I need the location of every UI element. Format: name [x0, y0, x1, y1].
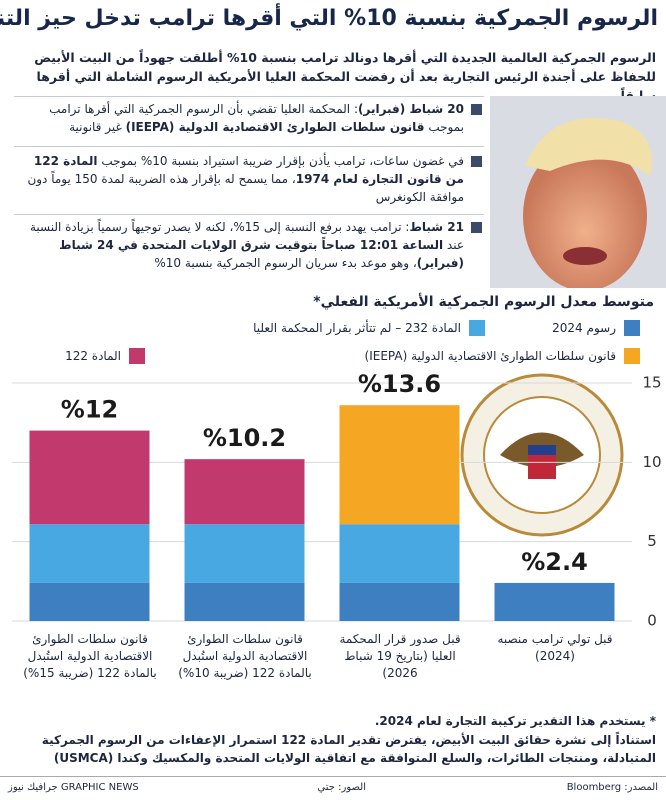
bullet: في غضون ساعات، ترامب يأذن بإقرار ضريبة ا…	[14, 152, 484, 206]
bullet-text: 20 شباط (فبراير)	[358, 102, 464, 116]
bullet-text: الساعة 12:01 صباحاً بتوقيت شرق الولايات …	[59, 238, 464, 270]
bullet-text: 21 شباط	[409, 220, 464, 234]
bar-segment	[29, 582, 150, 621]
source: المصدر: Bloomberg	[566, 782, 658, 793]
bullet: 21 شباط: ترامب يهدد برفع النسبة إلى 15%،…	[14, 218, 484, 272]
bar-segment	[494, 582, 615, 621]
x-tick-label: قانون سلطات الطوارئ الاقتصادية الدولية ا…	[178, 632, 312, 680]
subtitle: الرسوم الجمركية العالمية الجديدة التي أق…	[34, 50, 656, 103]
footer: المصدر: Bloomberg الصور: جتي GRAPHIC NEW…	[0, 776, 666, 800]
x-tick-label: قبل تولي ترامب منصبه (2024)	[497, 632, 613, 663]
bar-segment	[184, 459, 305, 525]
x-tick-label: قانون سلطات الطوارئ الاقتصادية الدولية ا…	[23, 632, 157, 680]
bar-segment	[29, 430, 150, 525]
data-label: %10.2	[203, 424, 286, 452]
bullet-text: المادة 122 من قانون التجارة لعام 1974	[33, 154, 464, 186]
bullet: 20 شباط (فبراير): المحكمة العليا تقضي بأ…	[14, 100, 484, 136]
bar-segment	[184, 582, 305, 621]
bar-segment	[339, 524, 460, 583]
legend-swatch	[624, 348, 640, 364]
footnote: * يستخدم هذا التقدير تركيبة التجارة لعام…	[374, 714, 656, 728]
data-label: %12	[61, 396, 118, 424]
y-tick-label: 5	[647, 532, 657, 550]
legend-label: المادة 122	[65, 349, 121, 363]
photo-credit: الصور: جتي	[317, 782, 366, 793]
photo	[490, 96, 666, 288]
title: الرسوم الجمركية بنسبة 10% التي أقرها ترا…	[0, 6, 658, 31]
separator	[14, 96, 484, 97]
y-tick-label: 15	[642, 374, 661, 392]
bullet-text: ، مما يسمح له بإقرار هذه الضريبة لمدة 15…	[27, 172, 464, 204]
bullet-text: غير قانونية	[69, 120, 126, 134]
data-label: %2.4	[521, 548, 588, 576]
separator	[14, 214, 484, 215]
legend-swatch	[469, 320, 485, 336]
bullet-text: ، وهو موعد بدء سريان الرسوم الجمركية بنس…	[154, 256, 417, 270]
legend-label: رسوم 2024	[552, 321, 616, 335]
bullet-text: قانون سلطات الطوارئ الاقتصادية الدولية (…	[125, 120, 425, 134]
bar-segment	[184, 524, 305, 583]
separator	[14, 146, 484, 147]
legend-label: المادة 232 – لم تتأثر بقرار المحكمة العل…	[253, 321, 461, 335]
bar-segment	[339, 582, 460, 621]
legend-swatch	[624, 320, 640, 336]
y-tick-label: 0	[647, 612, 657, 630]
data-label: %13.6	[358, 370, 441, 398]
bar-segment	[29, 524, 150, 583]
legend-label: قانون سلطات الطوارئ الاقتصادية الدولية (…	[364, 349, 616, 363]
y-tick-label: 10	[642, 453, 661, 471]
seal	[460, 373, 624, 537]
bullet-text: : المحكمة العليا تقضي بأن الرسوم الجمركي…	[49, 102, 464, 134]
x-tick-label: قبل صدور قرار المحكمة العليا (بتاريخ 19 …	[339, 632, 461, 680]
bullet-text: في غضون ساعات، ترامب يأذن بإقرار ضريبة ا…	[97, 154, 464, 168]
chart-title: متوسط معدل الرسوم الجمركية الأمريكية الف…	[313, 294, 654, 310]
brand: GRAPHIC NEWS جرافيك نيوز	[8, 782, 139, 793]
legend-swatch	[129, 348, 145, 364]
bar-segment	[339, 405, 460, 525]
bullet-text: : ترامب يهدد برفع النسبة إلى 15%، لكنه ل…	[29, 220, 464, 252]
footnote: استناداً إلى نشرة حقائق البيت الأبيض، يف…	[41, 733, 656, 765]
